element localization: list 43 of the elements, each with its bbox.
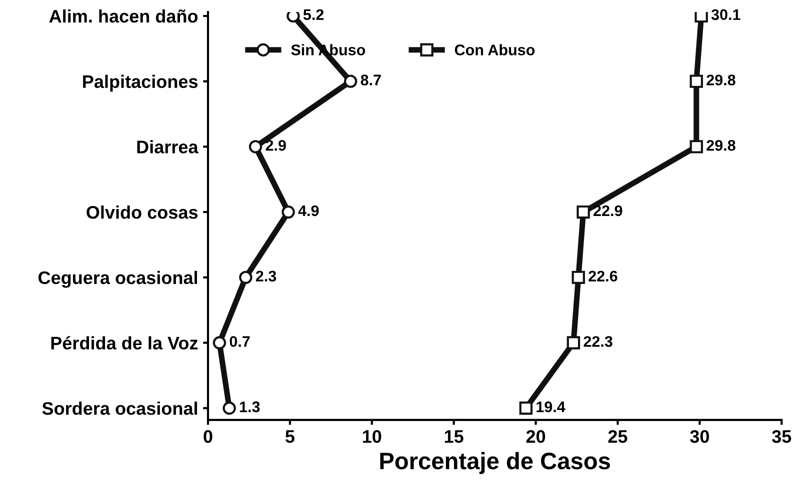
data-label: 30.1: [711, 9, 740, 20]
point: [576, 205, 590, 219]
data-label: 2.3: [256, 270, 276, 282]
data-label: 22.6: [588, 270, 618, 282]
data-label: 22.3: [584, 336, 612, 347]
y-tick-label: Olvido cosas: [86, 206, 198, 219]
point: [239, 270, 252, 284]
point: [248, 140, 262, 154]
data-label: 29.8: [706, 74, 736, 86]
x-tick-label: 30: [690, 430, 709, 443]
point: [282, 205, 295, 219]
point: [690, 140, 703, 154]
point: [519, 402, 533, 415]
point: [212, 336, 226, 350]
point: [690, 74, 703, 88]
data-label: 8.7: [360, 74, 381, 86]
data-label: 5.2: [303, 9, 324, 20]
data-label: 19.4: [536, 401, 566, 412]
point: [566, 336, 580, 350]
data-label: 22.9: [594, 205, 622, 216]
data-label: 29.8: [706, 140, 736, 151]
x-tick-label: 20: [526, 430, 546, 443]
y-tick-label: Ceguera ocasional: [38, 270, 198, 288]
data-label: 0.7: [230, 336, 250, 347]
x-tick-label: 0: [204, 430, 212, 443]
point: [344, 74, 358, 88]
data-label: 2.9: [266, 140, 286, 151]
legend-label: Con Abuso: [454, 44, 535, 56]
data-label: 1.3: [240, 401, 260, 412]
point: [572, 270, 585, 284]
x-tick-label: 35: [772, 430, 792, 443]
y-tick-label: Diarrea: [137, 140, 198, 154]
x-tick-label: 5: [285, 430, 294, 443]
y-tick-label: Sordera ocasional: [42, 402, 198, 415]
y-tick-label: Pérdida de la Voz: [51, 336, 198, 350]
x-tick-label: 15: [444, 430, 464, 443]
data-label: 4.9: [298, 205, 319, 216]
x-tick-label: 10: [362, 430, 382, 443]
y-tick-label: Alim. hacen daño: [49, 9, 198, 23]
x-tick-label: 25: [608, 430, 628, 443]
y-tick-label: Palpitaciones: [83, 74, 198, 92]
point: [222, 402, 236, 415]
x-axis-title: Porcentaje de Casos: [380, 452, 610, 474]
